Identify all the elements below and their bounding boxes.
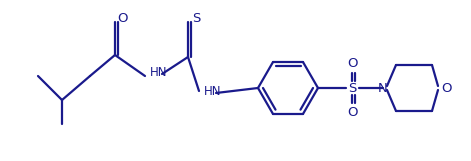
Text: O: O xyxy=(348,57,358,70)
Text: S: S xyxy=(348,81,356,95)
Text: S: S xyxy=(192,11,200,24)
Text: N: N xyxy=(378,81,388,95)
Text: HN: HN xyxy=(150,66,168,79)
Text: O: O xyxy=(118,11,128,24)
Text: O: O xyxy=(348,106,358,119)
Text: HN: HN xyxy=(204,85,221,98)
Text: O: O xyxy=(442,81,452,95)
